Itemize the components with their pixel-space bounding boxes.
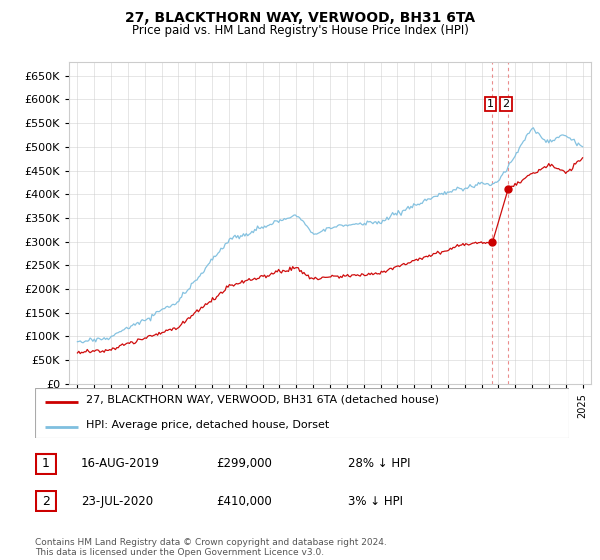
Text: £299,000: £299,000 bbox=[216, 457, 272, 470]
Text: 27, BLACKTHORN WAY, VERWOOD, BH31 6TA (detached house): 27, BLACKTHORN WAY, VERWOOD, BH31 6TA (d… bbox=[86, 395, 439, 405]
Text: 1: 1 bbox=[487, 99, 494, 109]
Text: 1: 1 bbox=[42, 457, 50, 470]
Text: Contains HM Land Registry data © Crown copyright and database right 2024.
This d: Contains HM Land Registry data © Crown c… bbox=[35, 538, 386, 557]
Text: 3% ↓ HPI: 3% ↓ HPI bbox=[348, 494, 403, 508]
Text: Price paid vs. HM Land Registry's House Price Index (HPI): Price paid vs. HM Land Registry's House … bbox=[131, 24, 469, 36]
Text: 16-AUG-2019: 16-AUG-2019 bbox=[81, 457, 160, 470]
Text: HPI: Average price, detached house, Dorset: HPI: Average price, detached house, Dors… bbox=[86, 420, 329, 430]
Text: 2: 2 bbox=[502, 99, 509, 109]
Text: 2: 2 bbox=[42, 494, 50, 508]
Text: 28% ↓ HPI: 28% ↓ HPI bbox=[348, 457, 410, 470]
Text: £410,000: £410,000 bbox=[216, 494, 272, 508]
Text: 23-JUL-2020: 23-JUL-2020 bbox=[81, 494, 153, 508]
Text: 27, BLACKTHORN WAY, VERWOOD, BH31 6TA: 27, BLACKTHORN WAY, VERWOOD, BH31 6TA bbox=[125, 11, 475, 25]
